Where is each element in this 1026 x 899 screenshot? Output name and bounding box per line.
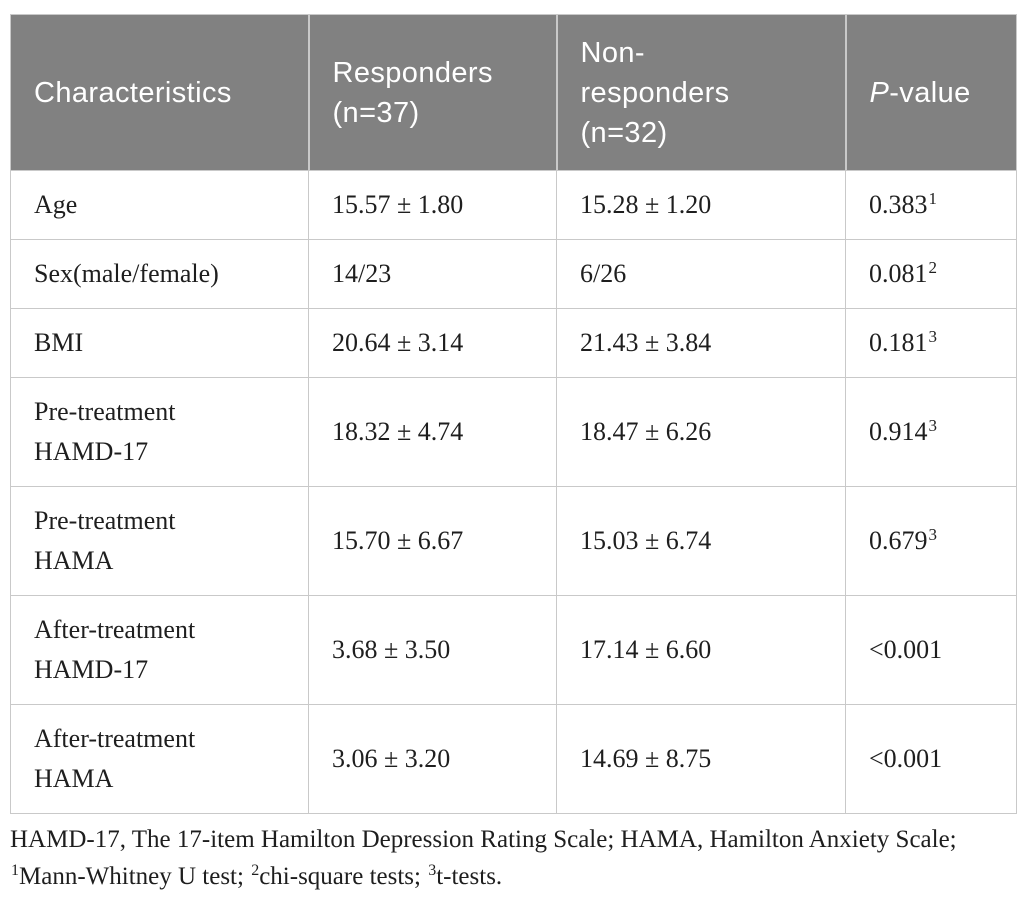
cell-non-responders: 15.03 ± 6.74	[556, 486, 846, 596]
cell-characteristic: Age	[10, 170, 309, 240]
table-footnote: HAMD-17, The 17-item Hamilton Depression…	[10, 821, 1016, 895]
table-row: Age 15.57 ± 1.80 15.28 ± 1.20 0.3831	[10, 170, 1017, 240]
table-body: Age 15.57 ± 1.80 15.28 ± 1.20 0.3831 Sex(mal…	[10, 170, 1017, 814]
footnote-marker: 3	[928, 415, 938, 435]
p-value-rest: -value	[889, 76, 971, 109]
header-row: Characteristics Responders (n=37) Non- r…	[10, 14, 1017, 171]
cell-non-responders: 15.28 ± 1.20	[556, 170, 846, 240]
cell-p-value: 0.3831	[845, 170, 1017, 240]
cell-responders: 15.70 ± 6.67	[308, 486, 557, 596]
cell-responders: 14/23	[308, 239, 557, 309]
table-row: BMI 20.64 ± 3.14 21.43 ± 3.84 0.1813	[10, 308, 1017, 378]
footnote-marker: 2	[251, 862, 260, 880]
cell-responders: 3.06 ± 3.20	[308, 704, 557, 814]
header-cell-non-responders: Non- responders (n=32)	[555, 14, 846, 171]
cell-p-value: 0.1813	[845, 308, 1017, 378]
cell-non-responders: 18.47 ± 6.26	[556, 377, 846, 487]
cell-characteristic: After-treatment HAMA	[10, 704, 309, 814]
footnote-marker: 3	[428, 862, 437, 880]
table-header: Characteristics Responders (n=37) Non- r…	[10, 14, 1017, 171]
footnote-line2: 1Mann-Whitney U test; 2chi-square tests;…	[11, 862, 503, 890]
table-row: Sex(male/female) 14/23 6/26 0.0812	[10, 239, 1017, 309]
p-value-italic-letter: P	[869, 76, 890, 109]
footnote-marker: 3	[928, 326, 938, 346]
cell-p-value: 0.0812	[845, 239, 1017, 309]
cell-characteristic: After-treatment HAMD-17	[10, 595, 309, 705]
cell-responders: 20.64 ± 3.14	[308, 308, 557, 378]
cell-responders: 3.68 ± 3.50	[308, 595, 557, 705]
header-cell-p-value: P-value	[844, 14, 1017, 171]
cell-characteristic: Sex(male/female)	[10, 239, 309, 309]
cell-responders: 18.32 ± 4.74	[308, 377, 557, 487]
footnote-marker: 1	[11, 862, 19, 880]
cell-non-responders: 21.43 ± 3.84	[556, 308, 846, 378]
table-row: Pre-treatment HAMA 15.70 ± 6.67 15.03 ± 6.…	[10, 486, 1017, 596]
header-cell-characteristics: Characteristics	[10, 14, 309, 171]
cell-characteristic: Pre-treatment HAMD-17	[10, 377, 309, 487]
cell-p-value: <0.001	[845, 704, 1017, 814]
table-row: After-treatment HAMA 3.06 ± 3.20 14.69 ± 8…	[10, 704, 1017, 814]
cell-non-responders: 14.69 ± 8.75	[556, 704, 846, 814]
cell-responders: 15.57 ± 1.80	[308, 170, 557, 240]
footnote-marker: 1	[928, 188, 938, 208]
table-row: Pre-treatment HAMD-17 18.32 ± 4.74 18.47 ±…	[10, 377, 1017, 487]
cell-p-value: 0.6793	[845, 486, 1017, 596]
footnote-marker: 3	[928, 524, 938, 544]
cell-p-value: 0.9143	[845, 377, 1017, 487]
cell-p-value: <0.001	[845, 595, 1017, 705]
cell-non-responders: 6/26	[556, 239, 846, 309]
characteristics-table: Characteristics Responders (n=37) Non- r…	[10, 14, 1017, 814]
footnote-line1: HAMD-17, The 17-item Hamilton Depression…	[10, 826, 957, 853]
cell-non-responders: 17.14 ± 6.60	[556, 595, 846, 705]
table-row: After-treatment HAMD-17 3.68 ± 3.50 17.14 …	[10, 595, 1017, 705]
header-cell-responders: Responders (n=37)	[307, 14, 557, 171]
footnote-marker: 2	[928, 257, 938, 277]
cell-characteristic: Pre-treatment HAMA	[10, 486, 309, 596]
cell-characteristic: BMI	[10, 308, 309, 378]
